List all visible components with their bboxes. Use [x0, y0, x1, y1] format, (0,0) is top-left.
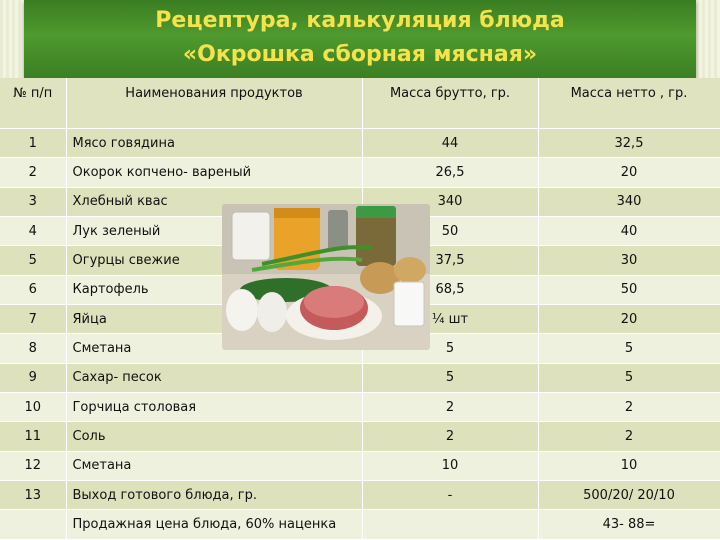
row-name: Мясо говядина	[66, 128, 363, 159]
ingredients-photo	[222, 204, 430, 350]
table-row: 10 Горчица столовая 2 2	[0, 392, 720, 423]
row-net: 43- 88=	[538, 509, 720, 540]
title-line-2: «Окрошка сборная мясная»	[182, 42, 538, 67]
row-gross: 26,5	[362, 157, 539, 188]
table-row: 13 Выход готового блюда, гр. -500/20/ 20/1…	[0, 480, 720, 511]
row-net: 50	[538, 275, 720, 306]
header-net: Масса нетто , гр.	[538, 78, 720, 129]
table-row: 1 Мясо говядина 44 32,5	[0, 128, 720, 159]
row-name: Продажная цена блюда, 60% наценка	[66, 509, 363, 540]
row-num: 6	[0, 275, 67, 306]
page-title: Рецептура, калькуляция блюда «Окрошка сб…	[24, 4, 696, 72]
row-net: 2	[538, 392, 720, 423]
row-net: 5	[538, 333, 720, 364]
table-row: 9 Сахар- песок 5 5	[0, 363, 720, 394]
row-name: Сахар- песок	[66, 363, 363, 394]
row-num: 1	[0, 128, 67, 159]
row-net: 10	[538, 451, 720, 482]
row-net: 500/20/ 20/10	[538, 480, 720, 511]
row-name: Окорок копчено- вареный	[66, 157, 363, 188]
row-net: 2	[538, 421, 720, 452]
row-num: 5	[0, 245, 67, 276]
row-num: 8	[0, 333, 67, 364]
row-net: 32,5	[538, 128, 720, 159]
row-num	[0, 509, 67, 540]
row-num: 4	[0, 216, 67, 247]
row-name: Сметана	[66, 451, 363, 482]
row-num: 12	[0, 451, 67, 482]
row-gross: 44	[362, 128, 539, 159]
row-num: 9	[0, 363, 67, 394]
row-num: 13	[0, 480, 67, 511]
header-gross: Масса брутто, гр.	[362, 78, 539, 129]
header-name: Наименования продуктов	[66, 78, 363, 129]
row-gross: 10	[362, 451, 539, 482]
row-net: 20	[538, 157, 720, 188]
row-num: 2	[0, 157, 67, 188]
row-net: 5	[538, 363, 720, 394]
header-num: № п/п	[0, 78, 67, 129]
row-gross: 2	[362, 421, 539, 452]
row-net: 340	[538, 187, 720, 218]
table-row: 12 Сметана 10 10	[0, 451, 720, 482]
row-gross: -	[362, 480, 539, 511]
table-row: 2 Окорок копчено- вареный 26,5 20	[0, 157, 720, 188]
title-banner	[24, 0, 696, 78]
row-name: Хлебный квас	[66, 187, 363, 218]
row-net: 20	[538, 304, 720, 335]
row-name: Соль	[66, 421, 363, 452]
row-gross: 5	[362, 363, 539, 394]
row-name: Горчица столовая	[66, 392, 363, 423]
row-num: 11	[0, 421, 67, 452]
row-gross	[362, 509, 539, 540]
row-num: 10	[0, 392, 67, 423]
row-num: 7	[0, 304, 67, 335]
row-net: 30	[538, 245, 720, 276]
food-illustration	[222, 204, 430, 350]
row-net: 40	[538, 216, 720, 247]
title-line-1: Рецептура, калькуляция блюда	[155, 8, 565, 33]
table-header-row: № п/п Наименования продуктов Масса брутт…	[0, 78, 720, 129]
row-gross: 2	[362, 392, 539, 423]
row-name: Выход готового блюда, гр.	[66, 480, 363, 511]
table-row: Продажная цена блюда, 60% наценка 43- 88=	[0, 509, 720, 540]
row-num: 3	[0, 187, 67, 218]
table-row: 11 Соль 2 2	[0, 421, 720, 452]
